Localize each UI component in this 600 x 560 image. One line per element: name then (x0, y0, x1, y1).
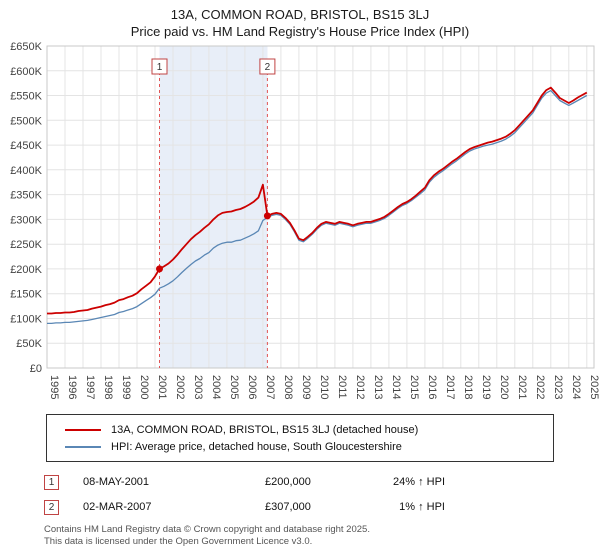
legend-swatch (65, 445, 101, 448)
svg-text:2000: 2000 (138, 375, 150, 399)
svg-text:2003: 2003 (192, 375, 204, 399)
transaction-number: 1 (44, 474, 59, 490)
transaction-row: 2 02-MAR-2007 £307,000 1% ↑ HPI (44, 499, 600, 515)
footer-copyright: Contains HM Land Registry data © Crown c… (44, 524, 370, 535)
svg-text:2018: 2018 (462, 375, 474, 399)
svg-text:2023: 2023 (552, 375, 564, 399)
transaction-price: £200,000 (265, 476, 311, 488)
svg-text:2021: 2021 (516, 375, 528, 399)
svg-text:1997: 1997 (84, 375, 96, 399)
transaction-price: £307,000 (265, 501, 311, 513)
svg-text:1999: 1999 (120, 375, 132, 399)
svg-text:£150K: £150K (10, 289, 42, 301)
chart-legend: 13A, COMMON ROAD, BRISTOL, BS15 3LJ (det… (46, 414, 554, 462)
svg-text:2: 2 (265, 62, 271, 73)
svg-text:2012: 2012 (354, 375, 366, 399)
svg-text:2022: 2022 (534, 375, 546, 399)
svg-text:1996: 1996 (66, 375, 78, 399)
svg-text:2009: 2009 (300, 375, 312, 399)
svg-text:£200K: £200K (10, 264, 42, 276)
svg-text:£50K: £50K (16, 338, 42, 350)
svg-text:£650K: £650K (10, 41, 42, 53)
svg-text:£0: £0 (30, 363, 42, 375)
svg-text:1998: 1998 (102, 375, 114, 399)
svg-text:2014: 2014 (390, 375, 402, 399)
svg-text:£300K: £300K (10, 214, 42, 226)
svg-text:£450K: £450K (10, 140, 42, 152)
svg-text:2024: 2024 (570, 375, 582, 399)
svg-text:2007: 2007 (264, 375, 276, 399)
svg-text:2002: 2002 (174, 375, 186, 399)
svg-text:2010: 2010 (318, 375, 330, 399)
svg-text:£600K: £600K (10, 66, 42, 78)
svg-text:£550K: £550K (10, 91, 42, 103)
legend-label: HPI: Average price, detached house, Sout… (111, 440, 402, 453)
legend-item-hpi: HPI: Average price, detached house, Sout… (57, 438, 543, 455)
legend-item-property: 13A, COMMON ROAD, BRISTOL, BS15 3LJ (det… (57, 421, 543, 438)
legend-swatch (65, 428, 101, 431)
transaction-row: 1 08-MAY-2001 £200,000 24% ↑ HPI (44, 474, 600, 490)
svg-text:2019: 2019 (480, 375, 492, 399)
transaction-hpi-delta: 24% ↑ HPI (393, 476, 445, 488)
svg-text:2020: 2020 (498, 375, 510, 399)
svg-text:2004: 2004 (210, 375, 222, 399)
page-subtitle: Price paid vs. HM Land Registry's House … (130, 24, 470, 39)
svg-text:2001: 2001 (156, 375, 168, 399)
footer-licence: This data is licensed under the Open Gov… (44, 536, 313, 547)
transaction-date: 08-MAY-2001 (83, 476, 150, 488)
svg-text:2017: 2017 (444, 375, 456, 399)
svg-text:£100K: £100K (10, 314, 42, 326)
footer: Contains HM Land Registry data © Crown c… (44, 524, 600, 548)
legend-label: 13A, COMMON ROAD, BRISTOL, BS15 3LJ (det… (111, 423, 419, 436)
svg-text:£400K: £400K (10, 165, 42, 177)
svg-text:2013: 2013 (372, 375, 384, 399)
price-chart: 1995 1996 1997 1998 1999 2000 2001 2002 2003 2004… (10, 41, 600, 399)
svg-text:2006: 2006 (246, 375, 258, 399)
transactions-table: 1 08-MAY-2001 £200,000 24% ↑ HPI 2 02-MA… (44, 474, 600, 515)
chart-header: 13A, COMMON ROAD, BRISTOL, BS15 3LJ Pric… (0, 0, 600, 40)
svg-text:2008: 2008 (282, 375, 294, 399)
svg-text:£350K: £350K (10, 190, 42, 202)
svg-text:£250K: £250K (10, 239, 42, 251)
svg-text:1995: 1995 (48, 375, 60, 399)
transaction-date: 02-MAR-2007 (83, 501, 152, 513)
svg-text:£500K: £500K (10, 115, 42, 127)
svg-text:2015: 2015 (408, 375, 420, 399)
transaction-hpi-delta: 1% ↑ HPI (399, 501, 445, 513)
svg-text:2025: 2025 (588, 375, 600, 399)
page-title: 13A, COMMON ROAD, BRISTOL, BS15 3LJ (170, 7, 430, 22)
svg-text:1: 1 (157, 62, 163, 73)
svg-text:2005: 2005 (228, 375, 240, 399)
transaction-number: 2 (44, 499, 59, 515)
svg-text:2011: 2011 (336, 375, 348, 399)
svg-text:2016: 2016 (426, 375, 438, 399)
